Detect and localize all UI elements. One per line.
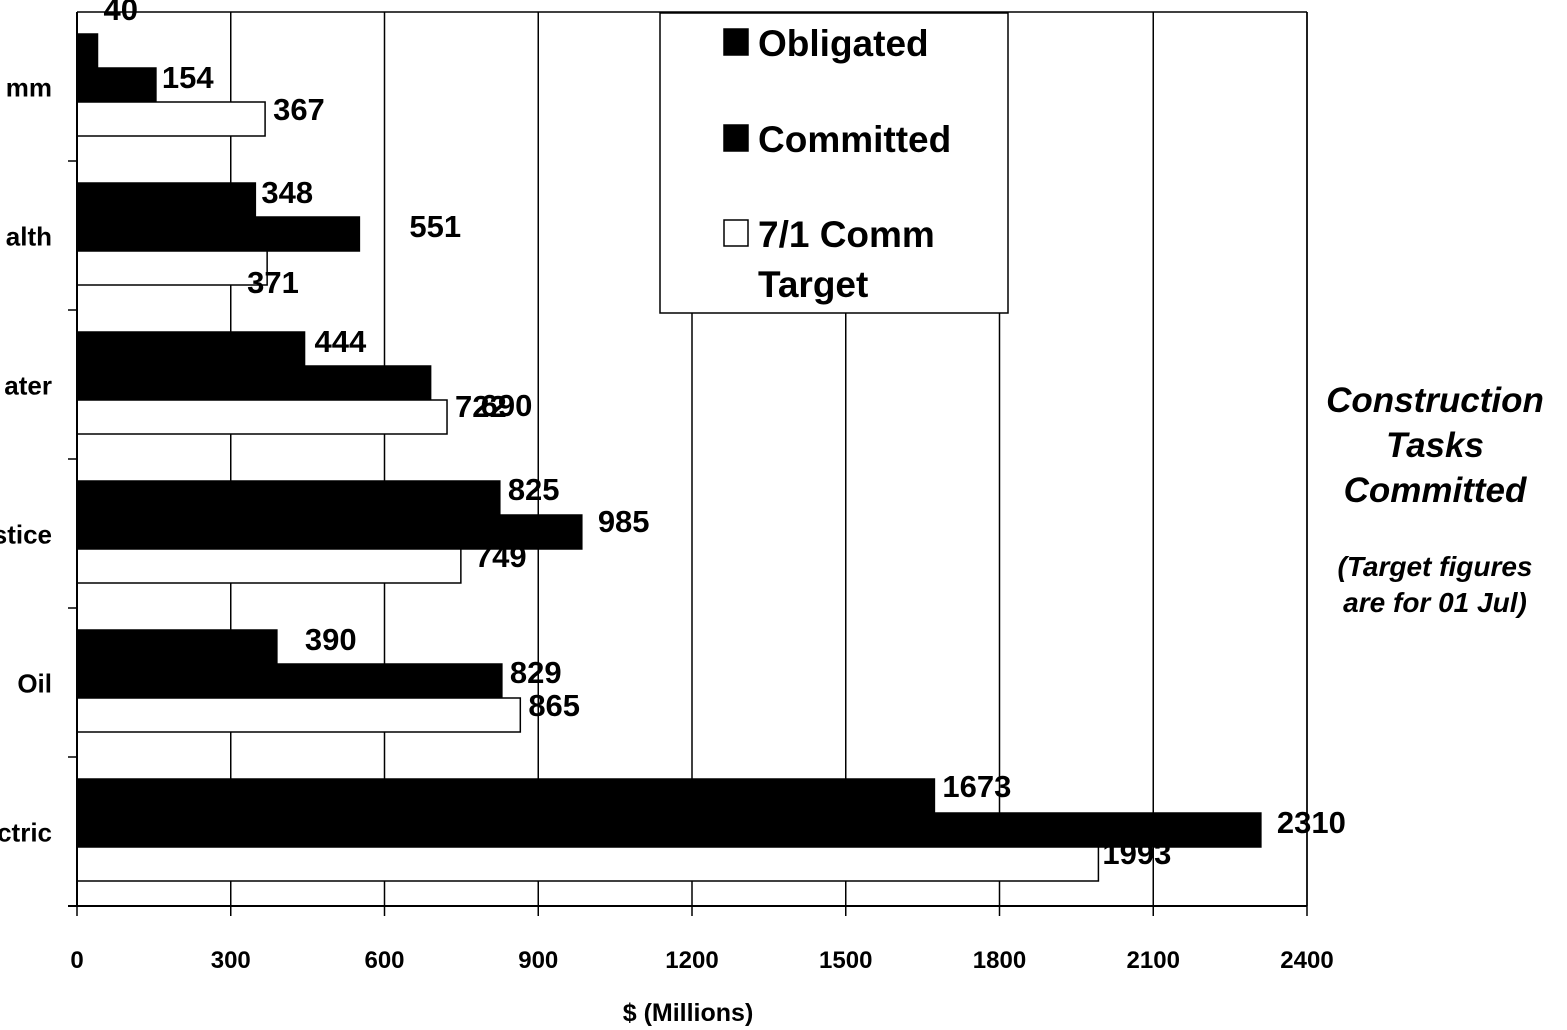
x-tick-label: 2100 (1127, 947, 1180, 974)
legend-label: Committed (758, 119, 951, 160)
data-label: 348 (261, 175, 313, 210)
x-tick-label: 900 (518, 947, 558, 974)
bar-committed-comm (76, 67, 157, 103)
data-label: 367 (273, 92, 325, 127)
legend-swatch-committed (723, 124, 749, 152)
x-tick-label: 1200 (665, 947, 718, 974)
category-label: ater (4, 371, 52, 401)
data-label: 371 (247, 265, 299, 300)
x-tick-label: 0 (70, 947, 83, 974)
bar-obligated-electric (76, 778, 936, 814)
legend-label: Target (758, 264, 868, 305)
data-label: 1993 (1102, 836, 1171, 871)
legend-box (659, 12, 1009, 314)
data-label: 722 (455, 389, 507, 424)
bar-obligated-oil (76, 629, 278, 665)
bar-7-1-comm-target-comm (76, 101, 266, 137)
data-label: 1673 (942, 769, 1011, 804)
data-label: 551 (409, 209, 461, 244)
data-label: 2310 (1277, 805, 1346, 840)
category-label: alth (6, 222, 52, 252)
bar-7-1-comm-target-health (76, 250, 268, 286)
legend-swatch-obligated (723, 28, 749, 56)
category-label: stice (0, 520, 52, 550)
bar-7-1-comm-target-justice (76, 548, 462, 584)
bar-obligated-health (76, 182, 257, 218)
x-tick-label: 300 (211, 947, 251, 974)
data-label: 40 (104, 0, 138, 27)
x-tick-label: 1800 (973, 947, 1026, 974)
data-label: 390 (305, 622, 357, 657)
legend-label: Obligated (758, 23, 929, 64)
data-label: 865 (528, 688, 580, 723)
data-label: 985 (598, 504, 650, 539)
bar-7-1-comm-target-water (76, 399, 448, 435)
category-label: ctric (0, 818, 52, 848)
bar-committed-electric (76, 812, 1262, 848)
bar-7-1-comm-target-electric (76, 846, 1100, 882)
side-note: (Target figures are for 01 Jul) (1337, 551, 1533, 618)
bar-obligated-justice (76, 480, 501, 516)
bar-committed-oil (76, 663, 503, 699)
data-label: 749 (475, 539, 527, 574)
data-label: 154 (162, 60, 214, 95)
x-tick-label: 2400 (1280, 947, 1333, 974)
legend-label: 7/1 Comm (758, 214, 935, 255)
x-tick-label: 1500 (819, 947, 872, 974)
legend-swatch-7-1-comm-target (723, 219, 749, 247)
bar-obligated-water (76, 331, 306, 367)
x-tick-label: 600 (364, 947, 404, 974)
x-axis-title: $ (Millions) (623, 999, 754, 1027)
data-label: 829 (510, 655, 562, 690)
bar-committed-health (76, 216, 361, 252)
bar-committed-water (76, 365, 432, 401)
data-label: 825 (508, 472, 560, 507)
bar-obligated-comm (76, 33, 99, 69)
data-label: 444 (315, 324, 367, 359)
category-label: Oil (17, 669, 52, 699)
bar-7-1-comm-target-oil (76, 697, 522, 733)
category-label: mm (6, 73, 52, 103)
side-title: Construction Tasks Committed (1326, 381, 1544, 510)
data-label: 690 (481, 388, 533, 423)
